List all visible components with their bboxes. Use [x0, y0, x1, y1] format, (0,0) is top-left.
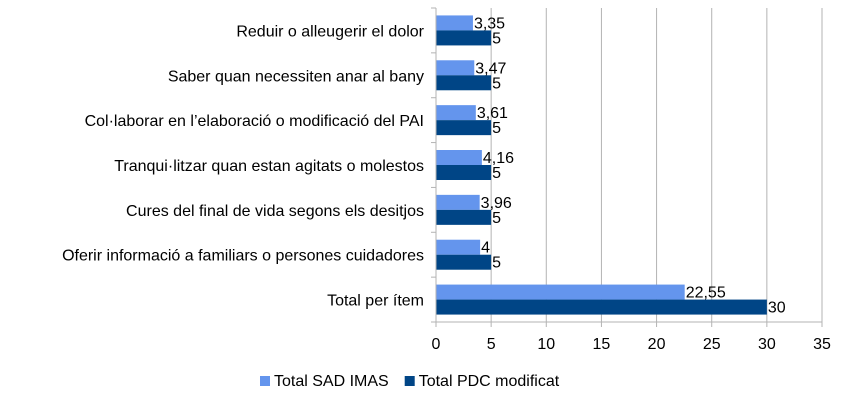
- x-tick-label: 25: [703, 336, 721, 353]
- bar-total-sad-imas: [436, 60, 475, 76]
- bar-total-pdc-modificat: [436, 299, 767, 315]
- bar-total-sad-imas: [436, 284, 685, 300]
- data-label: 5: [492, 30, 501, 47]
- data-label: 5: [492, 75, 501, 92]
- data-label: 30: [768, 300, 786, 317]
- data-label: 4,16: [483, 150, 514, 167]
- bar-total-pdc-modificat: [436, 254, 492, 270]
- x-tick-label: 10: [537, 336, 555, 353]
- legend-swatch: [260, 376, 270, 386]
- bar-total-sad-imas: [436, 194, 480, 210]
- category-label: Total per ítem: [327, 293, 424, 310]
- x-tick-label: 35: [813, 336, 831, 353]
- bar-total-pdc-modificat: [436, 165, 492, 180]
- category-label: Oferir informació a familiars o persones…: [62, 248, 424, 265]
- data-label: 5: [492, 210, 501, 227]
- tick-labels: 0 5 10 15 20 25 30 35: [432, 336, 831, 353]
- data-label: 3,96: [481, 195, 512, 212]
- bar-total-sad-imas: [436, 239, 481, 255]
- gridlines: [490, 8, 823, 322]
- legend-swatch: [404, 376, 415, 386]
- x-tick-label: 30: [758, 336, 776, 353]
- bar-total-pdc-modificat: [436, 120, 492, 136]
- x-tick-label: 5: [487, 336, 496, 353]
- legend: Total SAD IMAS Total PDC modificat: [260, 373, 560, 390]
- bar-total-sad-imas: [436, 150, 482, 165]
- data-label: 3,47: [475, 60, 506, 77]
- data-label: 3,61: [477, 105, 508, 122]
- x-tick-label: 15: [593, 336, 611, 353]
- bar-total-sad-imas: [436, 105, 476, 121]
- category-label: Reduir o alleugerir el dolor: [236, 23, 424, 40]
- bar-total-pdc-modificat: [436, 30, 492, 46]
- category-labels: Reduir o alleugerir el dolor Saber quan n…: [62, 23, 425, 309]
- category-label: Tranqui·litzar quan estan agitats o mole…: [114, 158, 424, 175]
- data-label: 5: [492, 120, 501, 137]
- legend-label: Total PDC modificat: [419, 373, 560, 390]
- data-label: 5: [492, 255, 501, 272]
- x-tick-label: 0: [432, 336, 441, 353]
- category-label: Cures del final de vida segons els desit…: [126, 203, 424, 220]
- bar-total-pdc-modificat: [436, 209, 492, 225]
- x-tick-label: 20: [648, 336, 666, 353]
- bars: [436, 15, 767, 315]
- bar-total-sad-imas: [436, 15, 473, 31]
- data-label: 22,55: [686, 285, 726, 302]
- category-label: Saber quan necessiten anar al bany: [168, 68, 424, 85]
- category-label: Col·laborar en l’elaboració o modificaci…: [85, 113, 424, 130]
- data-label: 4: [481, 240, 490, 257]
- bar-total-pdc-modificat: [436, 75, 492, 91]
- data-label: 5: [492, 165, 501, 182]
- axes: [431, 7, 823, 327]
- legend-label: Total SAD IMAS: [274, 373, 389, 390]
- data-label: 3,35: [474, 15, 505, 32]
